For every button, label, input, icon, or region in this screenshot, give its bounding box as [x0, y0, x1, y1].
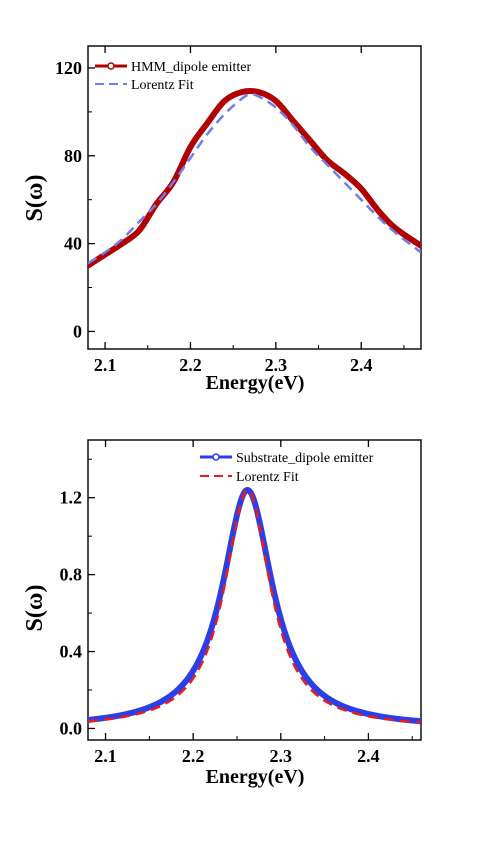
top-x-tick-label: 2.2 — [179, 355, 202, 375]
bottom-y-tick-label: 0.8 — [60, 565, 83, 585]
top-series-line-0 — [88, 88, 421, 269]
legend-label-lorentz-top: Lorentz Fit — [131, 78, 194, 93]
bottom-chart-series — [88, 487, 421, 725]
bottom-chart-y-axis-label: S(ω) — [22, 585, 48, 632]
top-y-tick-label: 120 — [55, 58, 82, 78]
bottom-chart-legend: Substrate_dipole emitter Lorentz Fit — [200, 451, 374, 485]
top-x-tick-label: 2.3 — [265, 355, 288, 375]
top-chart-legend: HMM_dipole emitter Lorentz Fit — [95, 60, 251, 93]
top-x-tick-label: 2.1 — [94, 355, 117, 375]
bottom-x-tick-label: 2.4 — [357, 746, 380, 766]
bottom-x-tick-label: 2.2 — [182, 746, 205, 766]
legend-marker-substrate — [212, 453, 220, 461]
bottom-x-tick-label: 2.3 — [270, 746, 293, 766]
bottom-x-tick-label: 2.1 — [94, 746, 117, 766]
top-chart-series — [88, 88, 421, 269]
top-chart-x-axis-label: Energy(eV) — [206, 372, 305, 394]
bottom-chart-frame — [87, 439, 422, 741]
top-chart-ticks: 2.1 2.2 2.3 2.4 0 40 80 120 — [55, 46, 405, 375]
top-y-tick-label: 80 — [64, 146, 82, 166]
bottom-y-tick-label: 1.2 — [60, 488, 83, 508]
top-x-tick-label: 2.4 — [350, 355, 373, 375]
top-y-tick-label: 40 — [64, 234, 82, 254]
legend-marker-hmm — [107, 62, 115, 70]
bottom-chart-x-axis-label: Energy(eV) — [206, 766, 305, 788]
top-chart-y-axis-label: S(ω) — [22, 175, 48, 222]
top-chart-frame — [87, 45, 422, 350]
bottom-chart-panel: 2.1 2.2 2.3 2.4 0.0 0.4 0.8 1.2 Energy(eV) S(ω)… — [22, 439, 422, 788]
top-chart-panel: 2.1 2.2 2.3 2.4 0 40 80 120 Energy(eV) S(ω) HMM… — [22, 45, 422, 394]
legend-label-lorentz-bottom: Lorentz Fit — [236, 470, 299, 485]
legend-label-hmm: HMM_dipole emitter — [131, 60, 251, 75]
bottom-series-line-0 — [88, 487, 421, 725]
bottom-y-tick-label: 0.0 — [60, 718, 83, 738]
bottom-y-tick-label: 0.4 — [60, 642, 83, 662]
bottom-series-line-1 — [88, 488, 421, 724]
bottom-chart-ticks: 2.1 2.2 2.3 2.4 0.0 0.4 0.8 1.2 — [60, 440, 413, 766]
legend-label-substrate: Substrate_dipole emitter — [236, 451, 374, 466]
top-y-tick-label: 0 — [73, 321, 82, 341]
top-series-line-1 — [88, 92, 421, 265]
